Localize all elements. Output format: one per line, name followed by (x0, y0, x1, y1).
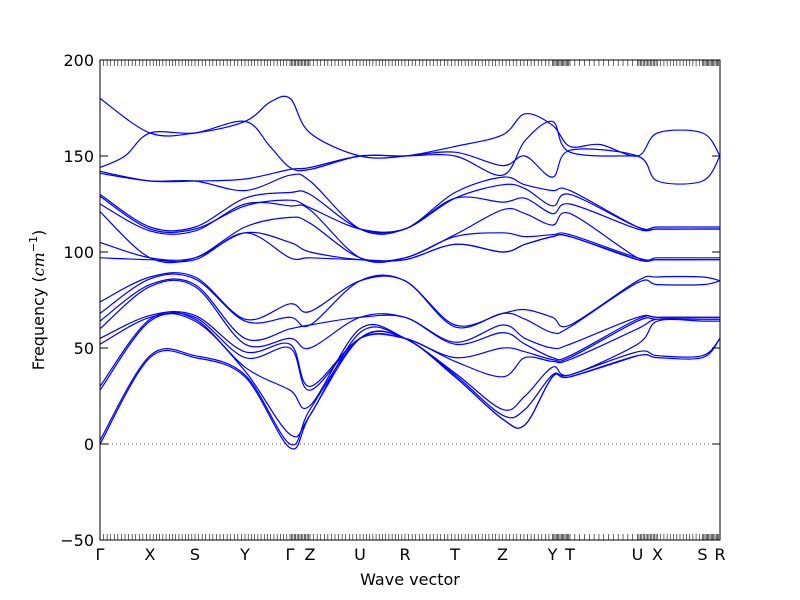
band-line-13 (99, 278, 720, 350)
y-axis-title-main: Frequency ( (29, 276, 48, 370)
band-line-3 (99, 120, 638, 183)
band-line-19 (99, 330, 721, 446)
x-kpoint-label: Y (239, 545, 250, 564)
x-kpoint-label: U (354, 545, 366, 564)
y-tick-label: 100 (63, 243, 94, 262)
y-tick-label: 200 (63, 51, 94, 70)
band-line-16 (99, 312, 720, 391)
y-tick-label: 50 (74, 339, 94, 358)
x-kpoint-label: Γ (96, 545, 105, 564)
y-tick-label: 0 (84, 435, 94, 454)
y-axis-title-close: ) (29, 230, 48, 236)
band-line-11 (99, 272, 721, 328)
band-line-18 (99, 313, 721, 438)
x-kpoint-label: X (652, 545, 663, 564)
y-axis-title-unit: cm (29, 252, 48, 276)
x-kpoint-label: R (714, 545, 725, 564)
band-line-12 (99, 273, 721, 335)
y-tick-label: −50 (60, 531, 94, 550)
band-line-14 (99, 279, 720, 361)
y-axis-ticks: −50 0 50 100 150 200 (60, 51, 720, 550)
x-kpoint-label: T (449, 545, 460, 564)
plot-frame (99, 59, 721, 541)
band-line-6 (99, 195, 720, 234)
x-kpoint-label: T (564, 545, 575, 564)
x-axis-title: Wave vector (360, 570, 460, 589)
band-line-1 (99, 95, 721, 159)
band-line-10 (99, 232, 638, 263)
y-tick-label: 150 (63, 147, 94, 166)
plot-lines (99, 95, 721, 450)
x-kpoint-label: X (145, 545, 156, 564)
band-line-7 (99, 201, 720, 263)
band-line-20 (99, 330, 638, 450)
x-kpoint-label: Y (547, 545, 558, 564)
band-line-9 (99, 231, 720, 262)
y-axis-title: Frequency (cm−1) (27, 230, 48, 371)
y-axis-title-exponent: −1 (27, 236, 40, 252)
x-kpoint-label: Z (305, 545, 316, 564)
x-kpoint-label: S (697, 545, 707, 564)
band-line-8 (99, 211, 720, 264)
band-line-4 (99, 172, 720, 235)
x-kpoint-label: S (190, 545, 200, 564)
x-kpoint-label: R (399, 545, 410, 564)
band-line-2 (99, 120, 721, 185)
x-kpoint-label: U (632, 545, 644, 564)
x-kpoint-label: Z (497, 545, 508, 564)
x-kpoint-label: Γ (286, 545, 295, 564)
band-line-15 (99, 311, 720, 388)
